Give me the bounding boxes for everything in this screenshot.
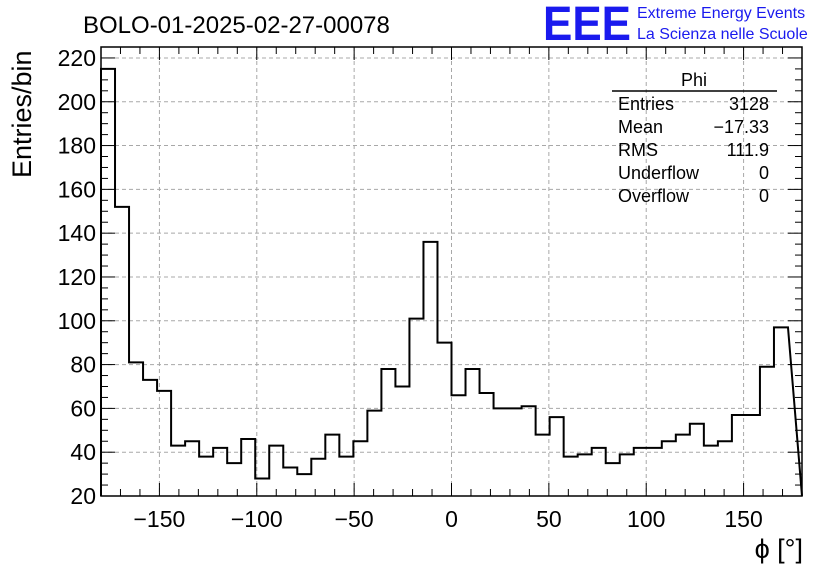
y-tick-label: 40 — [70, 439, 96, 465]
histogram-bin — [437, 343, 451, 496]
histogram-bin — [227, 463, 241, 496]
x-axis-title: ϕ [°] — [755, 534, 803, 564]
stats-value: −17.33 — [713, 117, 769, 137]
histogram-bin — [508, 408, 522, 496]
logo-line1: Extreme Energy Events — [637, 5, 805, 22]
histogram-bin — [185, 441, 199, 496]
histogram-bin — [213, 448, 227, 496]
y-tick-label: 20 — [70, 483, 96, 509]
histogram-bin — [676, 435, 690, 496]
histogram-bin — [255, 478, 269, 496]
histogram-bin — [494, 408, 508, 496]
histogram-bin — [662, 441, 676, 496]
histogram-bin — [325, 435, 339, 496]
y-axis-title: Entries/bin — [7, 50, 37, 178]
x-tick-label: 150 — [724, 506, 762, 532]
chart-title: BOLO-01-2025-02-27-00078 — [83, 12, 390, 39]
stats-label: Mean — [618, 117, 663, 137]
histogram-bin — [536, 435, 550, 496]
axes: −150 −100 −50 0 50 100 150 20 40 60 80 100 120 140 160… — [58, 45, 803, 532]
x-tick-label: −50 — [335, 506, 374, 532]
stats-label: Entries — [618, 94, 674, 114]
stats-value: 0 — [759, 186, 769, 206]
histogram-bin — [269, 446, 283, 496]
histogram-bin — [101, 69, 115, 496]
stats-value: 111.9 — [727, 140, 769, 160]
x-tick-label: 100 — [627, 506, 665, 532]
y-tick-label: 220 — [58, 45, 96, 71]
histogram-bin — [704, 446, 718, 496]
histogram-bin — [452, 395, 466, 496]
histogram-bin — [241, 439, 255, 496]
x-tick-label: 0 — [445, 506, 458, 532]
histogram-bin — [283, 468, 297, 496]
histogram-outline — [100, 67, 803, 497]
y-tick-label: 80 — [70, 352, 96, 378]
histogram-bin — [480, 393, 494, 496]
histogram-bin — [409, 319, 423, 496]
stats-label: RMS — [618, 140, 658, 160]
histogram-bin — [592, 448, 606, 496]
stats-rows: Entries 3128 Mean −17.33 RMS 111.9 Underflow 0 O… — [618, 94, 769, 206]
stats-title: Phi — [681, 70, 707, 90]
histogram-bin — [353, 441, 367, 496]
histogram-bin — [774, 327, 788, 496]
histogram-bin — [199, 457, 213, 496]
histogram-bin — [367, 411, 381, 496]
histogram-bin — [690, 424, 704, 496]
x-tick-label: 50 — [536, 506, 562, 532]
histogram-bin — [339, 457, 353, 496]
stats-box: Phi Entries 3128 Mean −17.33 RMS 111.9 Underfl… — [612, 70, 777, 206]
histogram-bin — [718, 441, 732, 496]
histogram-bin — [115, 207, 129, 496]
histogram-bin — [297, 474, 311, 496]
histogram-bin — [129, 362, 143, 496]
logo-mark: EEE — [543, 0, 631, 51]
y-tick-label: 180 — [58, 133, 96, 159]
x-tick-label: −100 — [231, 506, 283, 532]
histogram-bin — [746, 415, 760, 496]
y-tick-label: 200 — [58, 89, 96, 115]
histogram — [100, 67, 803, 497]
histogram-bin — [606, 463, 620, 496]
y-tick-label: 140 — [58, 220, 96, 246]
stats-value: 0 — [759, 163, 769, 183]
logo-line2: La Scienza nelle Scuole — [637, 26, 808, 43]
stats-label: Underflow — [618, 163, 700, 183]
histogram-bin — [578, 454, 592, 496]
y-tick-label: 60 — [70, 395, 96, 421]
histogram-bin — [157, 391, 171, 496]
histogram-bin — [381, 369, 395, 496]
histogram-bin — [171, 446, 185, 496]
stats-label: Overflow — [618, 186, 690, 206]
histogram-bin — [395, 386, 409, 496]
histogram-bin — [550, 417, 564, 496]
histogram-bin — [564, 457, 578, 496]
histogram-bin — [760, 367, 774, 496]
histogram-bin — [311, 459, 325, 496]
histogram-bin — [648, 448, 662, 496]
histogram-bin — [522, 406, 536, 496]
y-tick-label: 120 — [58, 264, 96, 290]
histogram-bin — [634, 448, 648, 496]
histogram-bin — [423, 242, 437, 496]
x-tick-label: −150 — [134, 506, 186, 532]
y-tick-label: 160 — [58, 176, 96, 202]
histogram-bin — [143, 380, 157, 496]
histogram-bin — [466, 369, 480, 496]
eee-logo: EEE Extreme Energy Events La Scienza nel… — [543, 0, 808, 51]
stats-value: 3128 — [729, 94, 769, 114]
y-tick-label: 100 — [58, 308, 96, 334]
